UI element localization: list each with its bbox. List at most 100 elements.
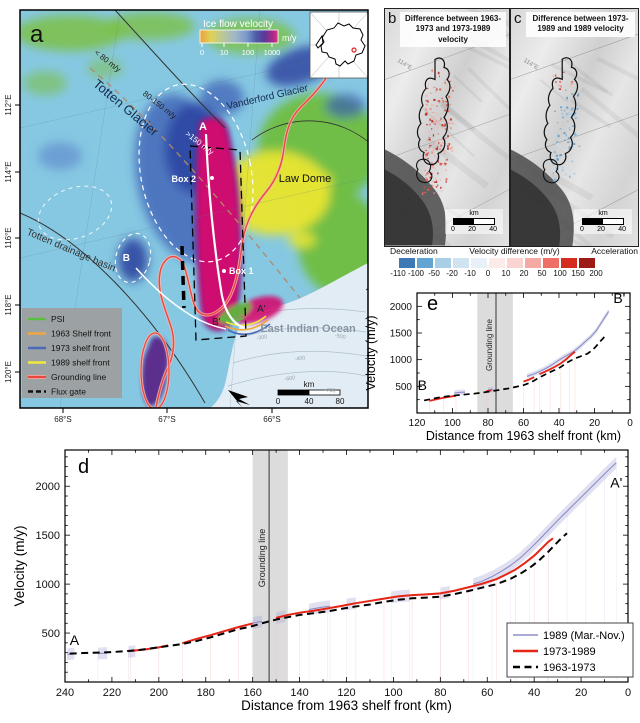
north-arrow bbox=[228, 390, 250, 407]
x-tick-label: 220 bbox=[103, 687, 121, 699]
depth-contour-label: -500 bbox=[334, 333, 346, 341]
x-tick-label: 40 bbox=[528, 687, 540, 699]
map-scalebar-tick: 0 bbox=[276, 397, 281, 406]
x-tick-label: 20 bbox=[589, 418, 601, 429]
series-line-1973-1989 bbox=[523, 376, 535, 383]
diff-color-swatch bbox=[543, 258, 559, 268]
diff-color-swatch bbox=[399, 258, 415, 268]
legend-label: PSI bbox=[51, 314, 65, 324]
diff-color-swatch bbox=[561, 258, 577, 268]
scalebar-tick: 0 bbox=[451, 226, 455, 233]
x-tick-label: 80 bbox=[434, 687, 446, 699]
diff-colorbar-value: 50 bbox=[537, 269, 547, 278]
velocity-colorbar-gradient bbox=[199, 29, 279, 44]
diff-colorbar-value: -50 bbox=[428, 269, 440, 278]
velocity-contour-brown bbox=[89, 67, 301, 299]
legend-label: 1989 shelf front bbox=[51, 358, 110, 368]
x-tick-label: 240 bbox=[56, 687, 74, 699]
point-a-label: A bbox=[199, 121, 207, 133]
diff-colorbar-value: -10 bbox=[464, 269, 476, 278]
front-1963 bbox=[224, 319, 269, 331]
series-line-1973-1989 bbox=[539, 350, 576, 375]
panel-e-chart: Grounding line 120 100 80 60 40 20 0 500 1000 1500… bbox=[364, 290, 633, 443]
series-line-1989 (Mar.-Nov.) bbox=[526, 311, 610, 377]
lat-tick-label: 68°S bbox=[54, 415, 71, 424]
annotation-B': B' bbox=[613, 290, 625, 306]
panel-a-letter: a bbox=[30, 21, 44, 48]
deceleration-label: Deceleration bbox=[390, 246, 438, 256]
diff-color-swatch bbox=[471, 258, 487, 268]
y-tick-label: 2000 bbox=[390, 302, 413, 313]
depth-contour-label: -600 bbox=[284, 375, 296, 382]
velocity-colorbar-tick: 0 bbox=[200, 48, 204, 57]
lon-tick-label: 114°E bbox=[4, 161, 13, 182]
x-tick-label: 20 bbox=[575, 687, 587, 699]
box-outline bbox=[189, 145, 247, 341]
grounding-line-label: Grounding line bbox=[485, 318, 494, 371]
front-1989 bbox=[225, 315, 267, 327]
diff-color-swatch bbox=[435, 258, 451, 268]
x-axis-label: Distance from 1963 shelf front (km) bbox=[241, 698, 452, 713]
diff-colorbar-value: -100 bbox=[407, 269, 425, 278]
difference-colorbar: Deceleration Velocity difference (m/y) A… bbox=[390, 246, 638, 288]
chart-legend-label: 1989 (Mar.-Nov.) bbox=[543, 630, 625, 642]
plot-frame bbox=[416, 292, 631, 414]
diff-colorbar-value: 0 bbox=[485, 269, 491, 278]
point-b-label: B bbox=[123, 253, 130, 264]
legend-label: 1963 Shelf front bbox=[51, 329, 112, 339]
diff-colorbar-value: -20 bbox=[446, 269, 458, 278]
panel-b-letter: b bbox=[388, 10, 397, 27]
x-tick-label: 0 bbox=[627, 418, 633, 429]
y-tick-label: 2000 bbox=[36, 481, 60, 493]
grounding-line-band bbox=[477, 293, 513, 413]
profile-a-line bbox=[204, 133, 245, 330]
diff-color-swatch bbox=[579, 258, 595, 268]
ocean-label: East Indian Ocean bbox=[260, 323, 356, 335]
point-a2-label: A' bbox=[257, 304, 266, 315]
lon-tick-label: 118°E bbox=[4, 294, 13, 315]
acceleration-label: Acceleration bbox=[591, 246, 638, 256]
series-line-1989 (Mar.-Nov.) bbox=[308, 605, 331, 611]
x-tick-label: 140 bbox=[290, 687, 308, 699]
legend-label: 1973 shelf front bbox=[51, 343, 110, 353]
series-line-1963-1973 bbox=[69, 532, 568, 655]
law-dome-label: Law Dome bbox=[279, 173, 332, 185]
y-tick-label: 500 bbox=[42, 628, 60, 640]
x-tick-label: 60 bbox=[518, 418, 530, 429]
diff-color-swatch bbox=[453, 258, 469, 268]
lat-tick-label: 66°S bbox=[263, 415, 280, 424]
series-line-1963-1973 bbox=[423, 335, 606, 402]
diff-color-swatch bbox=[525, 258, 541, 268]
diff-colorbar-value: 200 bbox=[589, 269, 603, 278]
plot-frame bbox=[64, 449, 629, 683]
annotation-A: A bbox=[70, 632, 80, 648]
series-line-1989 (Mar.-Nov.) bbox=[473, 462, 617, 585]
panel-c-scalebar: km 0 20 40 bbox=[574, 209, 632, 234]
x-tick-label: 200 bbox=[150, 687, 168, 699]
map-scalebar-unit: km bbox=[304, 380, 315, 389]
scalebar-unit: km bbox=[598, 210, 608, 217]
velocity-colorbar-tick: 100 bbox=[242, 48, 255, 57]
annotation-A': A' bbox=[610, 475, 622, 491]
front-1973 bbox=[227, 323, 271, 336]
panel-b-scalebar: km 0 20 40 bbox=[445, 209, 503, 234]
chart-legend-label: 1973-1989 bbox=[543, 646, 596, 658]
y-tick-label: 1000 bbox=[36, 579, 60, 591]
panel-a-map: Totten Glacier Vanderford Glacier Law Do… bbox=[4, 9, 369, 424]
velocity-colorbar: Ice flow velocity m/y bbox=[199, 19, 297, 44]
graticule-label: 114°E bbox=[396, 58, 413, 72]
series-line-1989 (Mar.-Nov.) bbox=[252, 620, 263, 624]
lon-tick-label: 112°E bbox=[4, 94, 13, 115]
map-legend: PSI 1963 Shelf front 1973 shelf front 1989 … bbox=[22, 308, 122, 398]
panel-c-title: Difference between 1973-1989 and 1989 ve… bbox=[526, 12, 635, 37]
diff-colorbar-swatches bbox=[398, 258, 596, 268]
chart-legend-label: 1963-1973 bbox=[543, 662, 596, 674]
totten-location-marker bbox=[351, 47, 357, 53]
x-tick-label: 100 bbox=[444, 418, 461, 429]
series-line-1973-1989 bbox=[429, 394, 457, 402]
y-tick-label: 1000 bbox=[390, 355, 413, 366]
contour-150 bbox=[138, 83, 254, 263]
